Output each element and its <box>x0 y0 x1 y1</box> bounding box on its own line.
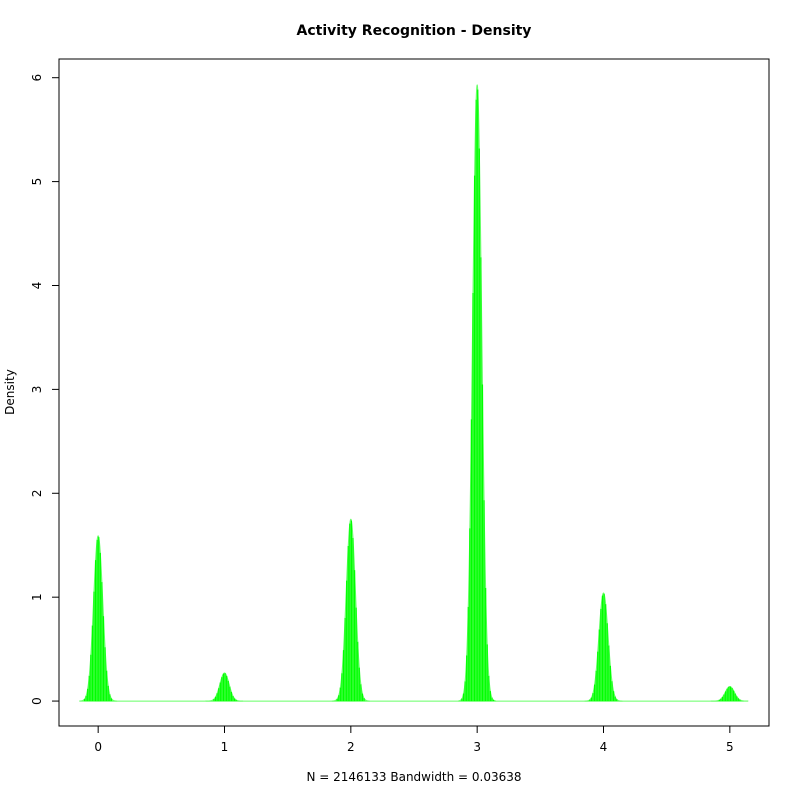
x-tick-label: 4 <box>600 740 608 754</box>
y-tick-label: 2 <box>30 489 44 497</box>
chart-title: Activity Recognition - Density <box>297 23 532 39</box>
density-peak-hatch <box>213 673 237 702</box>
x-tick-label: 3 <box>473 740 481 754</box>
density-curve <box>79 84 749 702</box>
density-peak-hatch <box>589 593 618 702</box>
y-tick-label: 4 <box>30 282 44 290</box>
y-tick-label: 5 <box>30 178 44 186</box>
y-tick-label: 6 <box>30 74 44 82</box>
x-tick-label: 2 <box>347 740 355 754</box>
x-axis-label: N = 2146133 Bandwidth = 0.03638 <box>306 770 521 784</box>
x-axis: 0 1 2 3 4 5 <box>94 725 734 754</box>
y-tick-label: 3 <box>30 386 44 394</box>
y-tick-label: 0 <box>30 697 44 705</box>
x-tick-label: 5 <box>726 740 734 754</box>
y-axis-label: Density <box>3 369 17 415</box>
x-tick-label: 1 <box>221 740 229 754</box>
density-peak-hatch <box>83 537 112 702</box>
density-peak-hatch <box>718 686 741 702</box>
y-axis: 0 1 2 3 4 5 6 <box>30 74 60 705</box>
density-peak-hatch <box>336 520 365 702</box>
x-tick-label: 0 <box>94 740 102 754</box>
density-peak-hatch <box>461 89 495 702</box>
y-tick-label: 1 <box>30 593 44 601</box>
plot-frame <box>58 58 770 727</box>
